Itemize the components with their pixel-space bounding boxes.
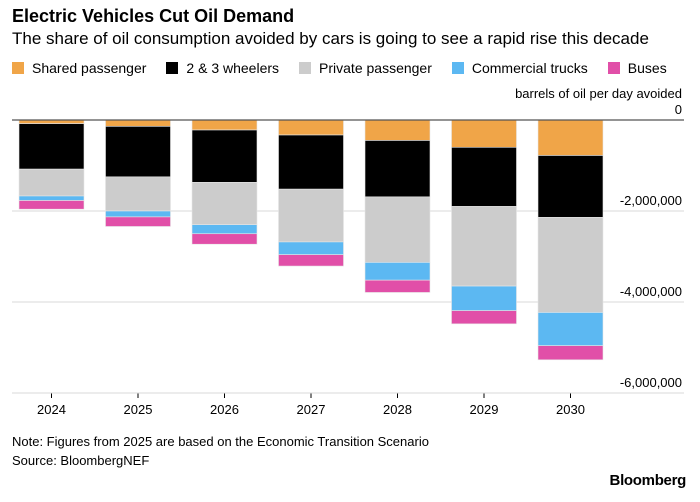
bar-segment	[278, 241, 344, 255]
bar-segment	[451, 206, 517, 287]
legend-item: Commercial trucks	[451, 60, 588, 76]
bar-segment	[451, 310, 517, 325]
legend-swatch	[299, 62, 312, 74]
legend-item: Shared passenger	[12, 60, 146, 76]
bar-segment	[451, 285, 517, 311]
bar-segment	[364, 196, 431, 263]
bar-segment	[18, 123, 85, 170]
bar-segment	[191, 182, 258, 225]
bar-segment	[105, 210, 171, 218]
bar-segment	[537, 312, 604, 346]
bar-segment	[278, 134, 344, 190]
bar-segment	[105, 216, 171, 227]
legend-item: 2 & 3 wheelers	[166, 60, 279, 76]
bar-segment	[105, 176, 171, 212]
x-tick-label: 2027	[297, 402, 326, 417]
y-tick-label: -2,000,000	[620, 193, 682, 208]
bar-segment	[18, 195, 85, 201]
bar-segment	[278, 119, 344, 136]
bar-segment	[364, 119, 431, 141]
legend-item: Buses	[607, 60, 667, 76]
legend-label: Buses	[627, 60, 667, 76]
bar-segment	[451, 119, 517, 148]
bar-segment	[18, 168, 85, 197]
bar-segment	[364, 140, 431, 198]
note: Note: Figures from 2025 are based on the…	[12, 434, 429, 449]
bar-segment	[18, 200, 85, 210]
plot-area: 0 -2,000,000 -4,000,000 -6,000,000 2024 2025 2…	[12, 102, 684, 417]
bar-segment	[537, 345, 604, 361]
bar-segment	[191, 224, 258, 235]
chart-subtitle: The share of oil consumption avoided by …	[12, 29, 649, 48]
bar-segment	[278, 254, 344, 267]
bloomberg-logo: Bloomberg	[609, 472, 687, 489]
bar-segment	[537, 155, 604, 218]
x-tick-label: 2024	[37, 402, 66, 417]
legend-label: Shared passenger	[32, 60, 147, 76]
legend-label: 2 & 3 wheelers	[186, 60, 280, 76]
legend-label: Commercial trucks	[471, 60, 588, 76]
legend-swatch	[607, 62, 620, 74]
source: Source: BloombergNEF	[12, 453, 150, 468]
y-tick-label: -6,000,000	[620, 375, 682, 390]
y-axis-label: barrels of oil per day avoided	[515, 86, 682, 101]
legend-swatch	[12, 62, 24, 74]
legend-swatch	[166, 62, 179, 74]
bar-segment	[191, 233, 258, 245]
legend-label: Private passenger	[319, 60, 432, 76]
chart-title: Electric Vehicles Cut Oil Demand	[12, 6, 295, 26]
legend-item: Private passenger	[299, 60, 432, 76]
x-tick-label: 2025	[124, 402, 153, 417]
legend: Shared passenger 2 & 3 wheelers Private pa…	[12, 60, 687, 76]
y-tick-label: -4,000,000	[620, 284, 682, 299]
bar-segment	[537, 119, 604, 156]
y-tick-label: 0	[675, 102, 682, 117]
bar-segment	[364, 279, 431, 293]
x-tick-label: 2026	[210, 402, 239, 417]
bar-segment	[364, 262, 431, 281]
bar-segment	[191, 129, 258, 183]
x-tick-label: 2029	[470, 402, 499, 417]
bar-segment	[451, 147, 517, 207]
x-tick-label: 2028	[383, 402, 412, 417]
legend-swatch	[451, 62, 464, 74]
x-tick-label: 2030	[556, 402, 585, 417]
bar-segment	[105, 126, 171, 178]
bar-segment	[537, 217, 604, 313]
bar-segment	[278, 188, 344, 243]
bar-segment	[105, 119, 171, 127]
bar-segment	[191, 119, 258, 131]
